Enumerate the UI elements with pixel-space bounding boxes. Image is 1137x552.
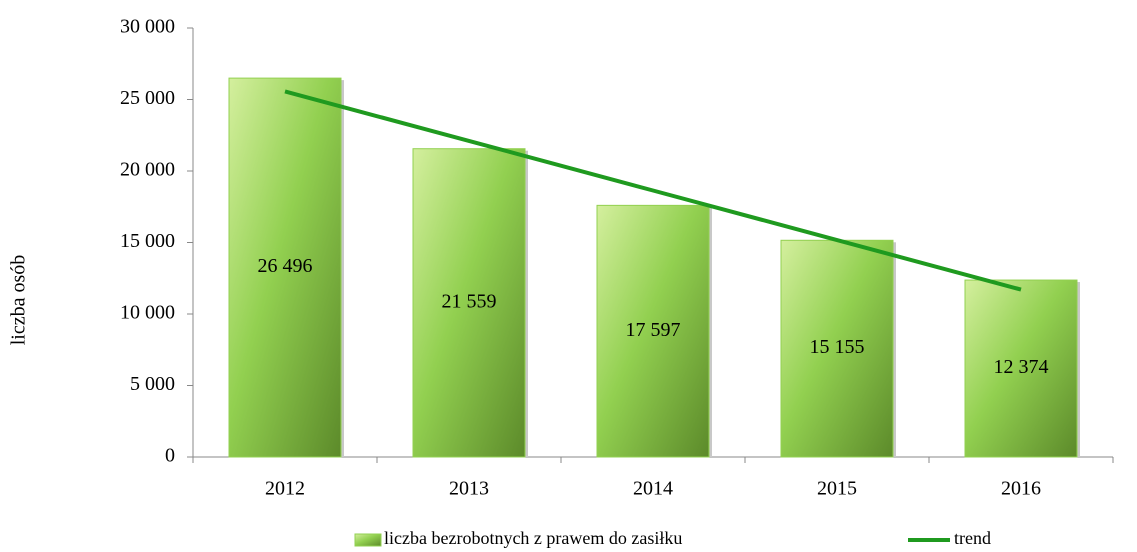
x-tick-label: 2013 — [449, 478, 489, 500]
y-tick-label: 5 000 — [130, 373, 175, 395]
legend-label: liczba bezrobotnych z prawem do zasiłku — [384, 528, 682, 548]
data-label: 26 496 — [258, 255, 313, 277]
bar — [412, 148, 526, 458]
bar — [228, 77, 342, 458]
y-tick-label: 10 000 — [120, 302, 175, 324]
y-tick-label: 30 000 — [120, 16, 175, 38]
x-tick-label: 2012 — [265, 478, 305, 500]
y-tick-label: 20 000 — [120, 159, 175, 181]
data-label: 15 155 — [810, 336, 865, 358]
legend-label: trend — [954, 528, 991, 548]
y-tick-label: 25 000 — [120, 87, 175, 109]
y-tick-label: 0 — [165, 445, 175, 467]
x-tick-label: 2016 — [1001, 478, 1041, 500]
data-label: 21 559 — [442, 290, 497, 312]
data-label: 12 374 — [994, 356, 1049, 378]
legend-swatch — [354, 533, 382, 547]
data-label: 17 597 — [626, 319, 681, 341]
bar — [596, 204, 710, 458]
y-tick-label: 15 000 — [120, 230, 175, 252]
y-axis-label: liczba osób — [8, 255, 30, 346]
x-tick-label: 2015 — [817, 478, 857, 500]
x-tick-label: 2014 — [633, 478, 673, 500]
trend-line — [284, 89, 1022, 292]
bar — [780, 239, 894, 458]
bar — [964, 279, 1078, 458]
